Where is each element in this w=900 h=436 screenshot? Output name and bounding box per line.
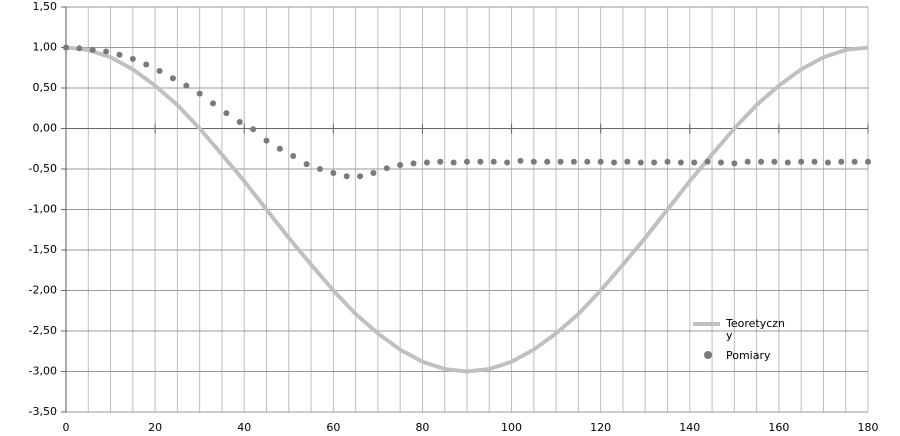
x-tick-label: 140 (679, 421, 700, 434)
data-point (183, 82, 190, 89)
y-tick-label: -2,00 (29, 284, 57, 297)
data-point (397, 161, 404, 168)
data-point (798, 158, 805, 165)
data-point (236, 119, 243, 126)
y-tick-label: -3,50 (29, 405, 57, 418)
data-point (824, 159, 831, 166)
data-point (357, 173, 364, 180)
data-point (490, 158, 497, 165)
data-point (624, 158, 631, 165)
data-point (210, 100, 217, 107)
data-point (316, 166, 323, 172)
legend-swatch (704, 351, 712, 359)
x-tick-label: 160 (768, 421, 789, 434)
data-point (89, 46, 96, 53)
data-point (811, 158, 818, 165)
data-point (544, 158, 551, 165)
data-point (330, 170, 337, 177)
data-point (437, 158, 444, 165)
y-tick-label: 0,50 (33, 81, 58, 94)
data-point (169, 75, 176, 82)
data-point (464, 158, 470, 165)
legend-label: Pomiary (726, 349, 771, 362)
data-point (704, 158, 711, 165)
data-point (664, 158, 671, 165)
data-point (103, 48, 110, 55)
x-tick-label: 100 (501, 421, 522, 434)
y-tick-label: -3,00 (29, 365, 57, 378)
x-tick-label: 40 (237, 421, 251, 434)
y-tick-label: -1,50 (29, 243, 57, 256)
data-point (343, 173, 350, 180)
data-point (717, 159, 724, 166)
data-point (584, 158, 591, 165)
data-point (865, 158, 871, 165)
data-point (570, 158, 577, 165)
data-point (116, 51, 123, 58)
data-point (611, 159, 618, 166)
x-tick-label: 20 (148, 421, 162, 434)
data-point (838, 158, 845, 165)
data-point (276, 145, 283, 152)
x-tick-label: 120 (590, 421, 611, 434)
data-point (250, 126, 257, 133)
data-point (423, 159, 430, 166)
series-line (65, 45, 869, 374)
data-point (63, 44, 69, 51)
data-point (450, 159, 457, 166)
data-point (784, 159, 791, 166)
data-point (677, 159, 684, 166)
data-point (76, 45, 83, 52)
y-tick-label: 0,00 (33, 122, 58, 135)
data-point (223, 110, 230, 117)
y-tick-label: -0,50 (29, 162, 57, 175)
data-point (731, 160, 738, 167)
data-point (530, 158, 537, 165)
data-point (156, 67, 163, 74)
y-tick-label: -2,50 (29, 324, 57, 337)
data-point (196, 90, 203, 97)
x-tick-label: 180 (858, 421, 879, 434)
data-point (143, 61, 150, 68)
data-point (517, 157, 524, 164)
y-tick-label: 1,00 (33, 41, 58, 54)
data-point (637, 159, 644, 166)
data-point (383, 165, 390, 172)
legend-label: Teoretyczny (726, 317, 786, 342)
data-point (370, 170, 377, 177)
data-point (744, 158, 751, 165)
data-point (504, 159, 511, 166)
data-point (410, 160, 417, 167)
x-tick-label: 60 (326, 421, 340, 434)
data-point (303, 161, 310, 168)
data-point (263, 137, 270, 144)
data-point (557, 158, 564, 165)
y-tick-label: -1,00 (29, 203, 57, 216)
data-point (851, 158, 858, 165)
data-point (691, 159, 698, 166)
data-point (129, 55, 136, 62)
y-tick-label: 1,50 (33, 0, 58, 13)
data-point (290, 153, 297, 160)
data-point (758, 158, 765, 165)
data-point (597, 158, 604, 165)
data-point (477, 158, 484, 165)
x-tick-label: 0 (63, 421, 70, 434)
x-tick-label: 80 (415, 421, 429, 434)
data-point (771, 158, 778, 165)
data-point (651, 159, 658, 166)
